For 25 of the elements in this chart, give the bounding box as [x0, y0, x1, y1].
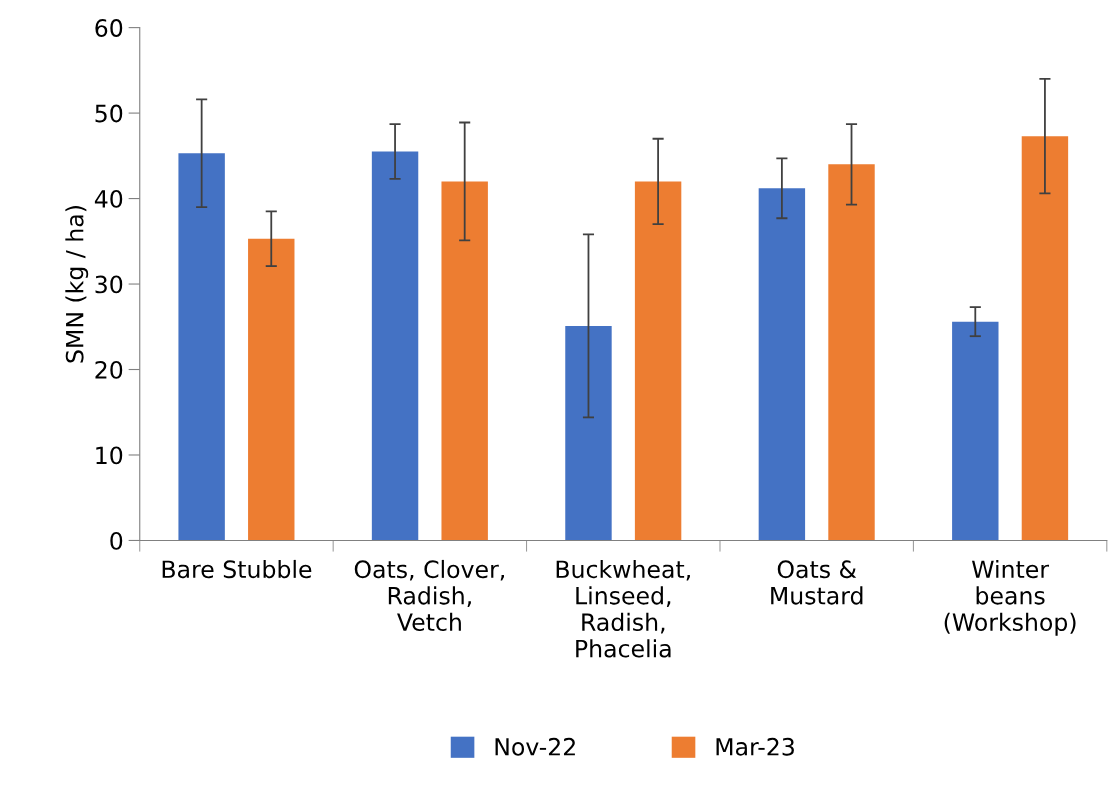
legend-label: Nov-22 — [495, 737, 575, 756]
y-tick-label: 30 — [95, 275, 123, 294]
y-tick-label: 50 — [95, 104, 123, 123]
y-tick-label: 60 — [95, 19, 123, 37]
y-tick-label: 20 — [95, 360, 123, 379]
x-tick-label: Buckwheat, Linseed, Radish, Phacelia — [556, 559, 690, 658]
x-tick-label: Bare Stubble — [162, 559, 312, 579]
bar — [634, 181, 682, 541]
bar — [1021, 136, 1069, 541]
x-tick-label: Oats, Clover, Radish, Vetch — [354, 559, 504, 632]
bar — [952, 321, 999, 541]
bar — [248, 238, 295, 541]
bar — [441, 181, 488, 541]
bar — [178, 153, 225, 541]
bar — [828, 164, 875, 541]
legend-label: Mar-23 — [716, 737, 794, 756]
x-tick-label: Winter beans (Workshop) — [944, 559, 1076, 636]
x-tick-label: Oats & Mustard — [771, 560, 863, 605]
bar — [565, 325, 612, 541]
bar — [371, 151, 419, 541]
y-tick-label: 0 — [110, 531, 123, 550]
y-tick-label: 40 — [94, 190, 123, 208]
bar — [758, 188, 806, 541]
y-axis-title: SMN (kg / ha) — [65, 206, 89, 363]
y-tick-label: 10 — [96, 446, 123, 465]
